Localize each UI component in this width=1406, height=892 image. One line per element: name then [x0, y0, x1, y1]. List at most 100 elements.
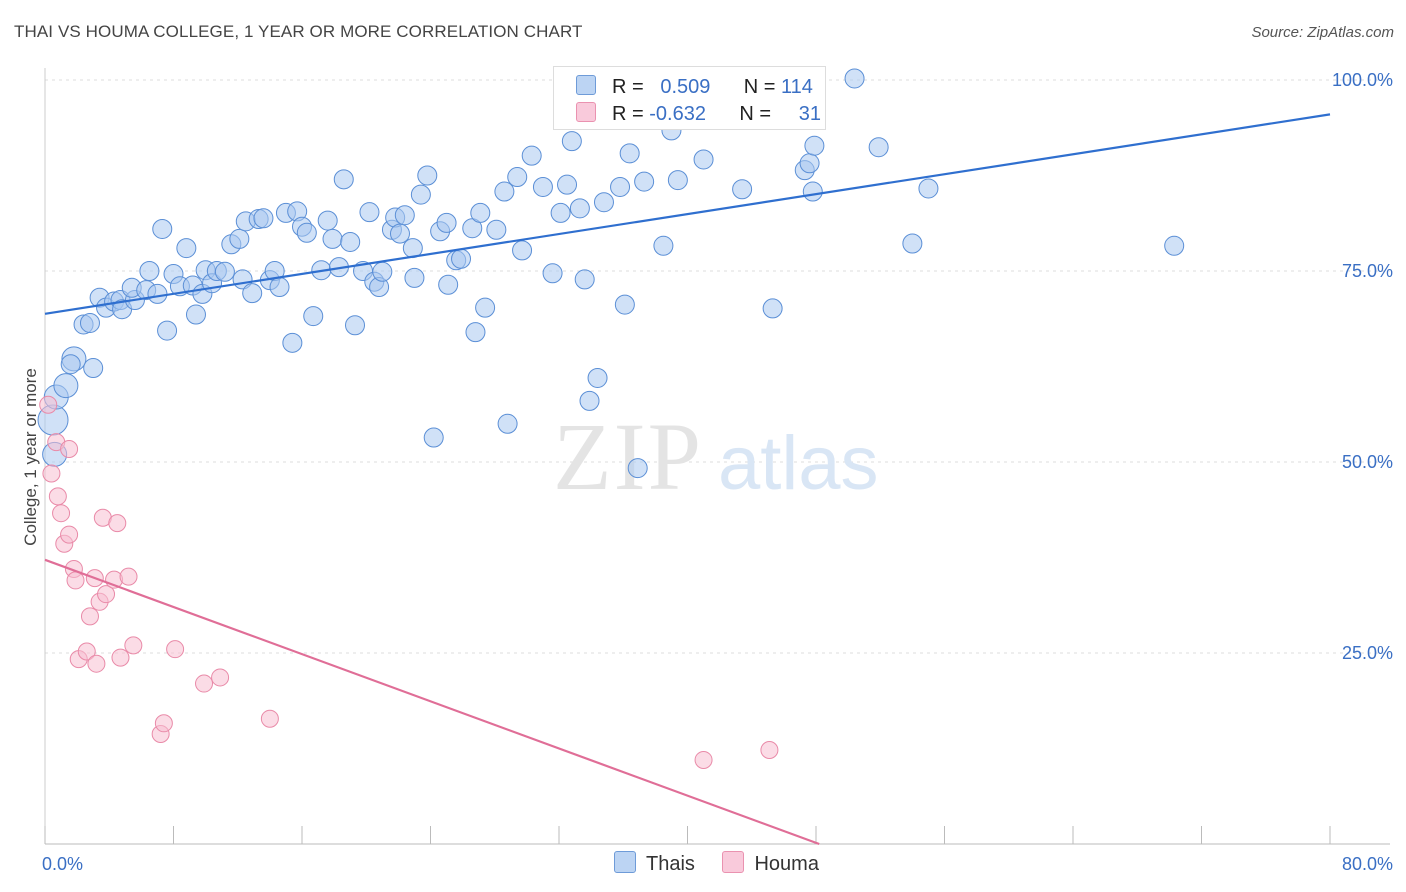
thais-point — [242, 283, 263, 304]
houma-point — [77, 642, 96, 661]
houma-swatch — [576, 102, 596, 122]
houma-point — [87, 654, 106, 673]
houma-r-value: -0.632 — [649, 103, 706, 125]
thais-point — [802, 181, 823, 202]
thais-point — [451, 248, 472, 269]
thais-point — [176, 238, 197, 259]
grid-lines — [45, 79, 1390, 654]
thais-point — [436, 212, 457, 233]
thais-r-label: R = — [612, 76, 644, 98]
thais-n-value: 114 — [781, 76, 813, 98]
houma-point — [211, 668, 230, 687]
thais-point — [253, 208, 274, 229]
watermark-zip: ZIP — [553, 403, 703, 510]
thais-point — [152, 218, 173, 239]
thais-point — [53, 373, 79, 399]
thais-point — [359, 202, 380, 223]
trend-lines — [44, 113, 1331, 846]
thais-point — [465, 322, 486, 343]
houma-point — [119, 567, 138, 586]
thais-point — [902, 233, 923, 254]
thais-point — [762, 298, 783, 319]
x-tick-label: 0.0% — [42, 854, 83, 874]
legend-item-thais: Thais — [614, 851, 695, 876]
houma-point — [39, 395, 58, 414]
legend-row-thais: R = 0.509 N = 114 — [576, 75, 813, 99]
thais-point — [653, 235, 674, 256]
thais-point — [333, 169, 354, 190]
thais-point — [269, 277, 290, 298]
thais-point — [614, 294, 635, 315]
thais-point — [303, 306, 324, 327]
houma-point — [760, 741, 779, 760]
correlation-legend: R = 0.509 N = 114 R = -0.632 N = 31 — [553, 66, 826, 130]
houma-point — [60, 525, 79, 544]
thais-point — [389, 223, 410, 244]
x-tick-label: 80.0% — [1342, 854, 1393, 874]
thais-point — [147, 283, 168, 304]
thais-point — [404, 267, 425, 288]
thais-point — [561, 131, 582, 152]
thais-point — [394, 205, 415, 226]
thais-point — [83, 358, 104, 379]
thais-point — [1164, 235, 1185, 256]
watermark: ZIP atlas — [553, 403, 879, 510]
thais-point — [610, 176, 631, 197]
thais-point — [579, 390, 600, 411]
thais-point — [475, 297, 496, 318]
thais-point — [532, 176, 553, 197]
legend-thais-label: Thais — [646, 853, 695, 875]
thais-point — [667, 170, 688, 191]
thais-point — [619, 143, 640, 164]
houma-point — [111, 648, 130, 667]
y-tick-label: 100.0% — [1332, 70, 1393, 90]
thais-point — [486, 219, 507, 240]
thais-trend-line — [44, 113, 1331, 315]
houma-point — [80, 607, 99, 626]
thais-point — [494, 181, 515, 202]
thais-r-value: 0.509 — [660, 76, 711, 98]
thais-point — [918, 178, 939, 199]
thais-point — [634, 171, 655, 192]
legend-row-houma: R = -0.632 N = 31 — [576, 102, 821, 126]
thais-point — [569, 198, 590, 219]
houma-point — [124, 636, 143, 655]
houma-r-label: R = — [612, 103, 644, 125]
thais-point — [417, 165, 438, 186]
thais-point — [345, 315, 366, 336]
legend-houma-label: Houma — [754, 853, 819, 875]
thais-point — [868, 137, 889, 158]
tick-labels: 100.0% 75.0% 50.0% 25.0% 0.0% 80.0% — [42, 70, 1393, 874]
thais-point — [214, 261, 235, 282]
y-tick-label: 50.0% — [1342, 452, 1393, 472]
y-axis-label: College, 1 year or more — [21, 368, 40, 546]
thais-point — [693, 149, 714, 170]
houma-point — [60, 440, 79, 459]
thais-point — [627, 458, 648, 479]
thais-point — [185, 304, 206, 325]
houma-point — [260, 709, 279, 728]
thais-point — [557, 174, 578, 195]
source-label: Source: ZipAtlas.com — [1251, 24, 1394, 41]
houma-n-label: N = — [739, 103, 771, 125]
thais-point — [574, 269, 595, 290]
thais-swatch — [576, 75, 596, 95]
thais-point — [282, 332, 303, 353]
thais-point — [139, 261, 160, 281]
chart-title: THAI VS HOUMA COLLEGE, 1 YEAR OR MORE CO… — [14, 22, 583, 41]
thais-point — [317, 210, 338, 231]
thais-point — [60, 354, 81, 375]
thais-point — [322, 228, 343, 249]
thais-point — [799, 153, 820, 174]
thais-point — [550, 202, 571, 223]
thais-point — [470, 202, 491, 223]
thais-point — [587, 367, 608, 388]
thais-point — [229, 228, 250, 249]
thais-point — [497, 413, 518, 434]
houma-point — [97, 585, 116, 604]
houma-point — [52, 504, 71, 523]
thais-point — [732, 179, 753, 200]
thais-point — [512, 240, 533, 261]
thais-point — [157, 320, 178, 341]
